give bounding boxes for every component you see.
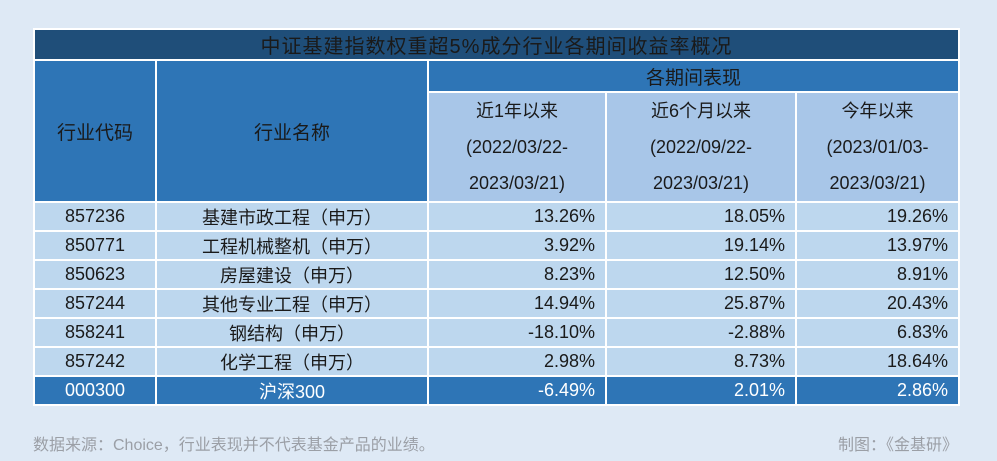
return-value-cell: 6.83% [795, 317, 960, 348]
return-value-cell: 14.94% [427, 288, 607, 319]
return-value-cell: 2.98% [427, 346, 607, 377]
industry-name-cell: 沪深300 [155, 375, 429, 406]
industry-code-cell: 857244 [33, 288, 157, 319]
return-value-cell: 18.05% [605, 201, 797, 232]
industry-code-cell: 857242 [33, 346, 157, 377]
industry-code-cell: 858241 [33, 317, 157, 348]
table-title: 中证基建指数权重超5%成分行业各期间收益率概况 [33, 28, 960, 61]
table-row: 857244 其他专业工程（申万） 14.94% 25.87% 20.43% [33, 288, 960, 319]
table-row: 000300 沪深300 -6.49% 2.01% 2.86% [33, 375, 960, 406]
col-header-period-ytd: 今年以来 (2023/01/03- 2023/03/21) [795, 91, 960, 203]
return-value-cell: 8.23% [427, 259, 607, 290]
col-header-period-6month: 近6个月以来 (2022/09/22- 2023/03/21) [605, 91, 797, 203]
return-value-cell: 8.91% [795, 259, 960, 290]
return-value-cell: -2.88% [605, 317, 797, 348]
table-row: 850623 房屋建设（申万） 8.23% 12.50% 8.91% [33, 259, 960, 290]
industry-code-cell: 000300 [33, 375, 157, 406]
period-date-start: (2022/03/22- [465, 137, 569, 157]
return-value-cell: 2.01% [605, 375, 797, 406]
industry-returns-table: 中证基建指数权重超5%成分行业各期间收益率概况 行业代码 行业名称 各期间表现 … [33, 28, 960, 406]
data-source-note: 数据来源：Choice，行业表现并不代表基金产品的业绩。 [33, 437, 435, 454]
table-row: 850771 工程机械整机（申万） 3.92% 19.14% 13.97% [33, 230, 960, 261]
return-value-cell: 8.73% [605, 346, 797, 377]
return-value-cell: 19.26% [795, 201, 960, 232]
return-value-cell: 2.86% [795, 375, 960, 406]
return-value-cell: 13.97% [795, 230, 960, 261]
period-label: 今年以来 [841, 101, 914, 121]
return-value-cell: 19.14% [605, 230, 797, 261]
col-header-period-1year: 近1年以来 (2022/03/22- 2023/03/21) [427, 91, 607, 203]
table-row: 857242 化学工程（申万） 2.98% 8.73% 18.64% [33, 346, 960, 377]
period-date-start: (2022/09/22- [649, 137, 753, 157]
return-value-cell: 25.87% [605, 288, 797, 319]
col-header-period-group: 各期间表现 [427, 59, 960, 93]
period-label: 近6个月以来 [650, 101, 751, 121]
industry-name-cell: 房屋建设（申万） [155, 259, 429, 290]
period-date-end: 2023/03/21) [829, 173, 926, 193]
industry-name-cell: 基建市政工程（申万） [155, 201, 429, 232]
col-header-industry-name: 行业名称 [155, 59, 429, 203]
return-value-cell: 3.92% [427, 230, 607, 261]
industry-name-cell: 其他专业工程（申万） [155, 288, 429, 319]
industry-name-cell: 化学工程（申万） [155, 346, 429, 377]
industry-name-cell: 工程机械整机（申万） [155, 230, 429, 261]
col-header-industry-code: 行业代码 [33, 59, 157, 203]
return-value-cell: 12.50% [605, 259, 797, 290]
return-value-cell: -18.10% [427, 317, 607, 348]
return-value-cell: 18.64% [795, 346, 960, 377]
period-date-end: 2023/03/21) [468, 173, 566, 193]
industry-code-cell: 850623 [33, 259, 157, 290]
period-date-end: 2023/03/21) [652, 173, 750, 193]
industry-code-cell: 850771 [33, 230, 157, 261]
period-date-start: (2023/01/03- [826, 137, 929, 157]
return-value-cell: 13.26% [427, 201, 607, 232]
return-value-cell: 20.43% [795, 288, 960, 319]
industry-code-cell: 857236 [33, 201, 157, 232]
table-row: 858241 钢结构（申万） -18.10% -2.88% 6.83% [33, 317, 960, 348]
industry-name-cell: 钢结构（申万） [155, 317, 429, 348]
table-row: 857236 基建市政工程（申万） 13.26% 18.05% 19.26% [33, 201, 960, 232]
return-value-cell: -6.49% [427, 375, 607, 406]
period-label: 近1年以来 [475, 101, 558, 121]
footer: 数据来源：Choice，行业表现并不代表基金产品的业绩。 制图：《金基研》 [33, 431, 958, 455]
chart-credit: 制图：《金基研》 [837, 437, 958, 454]
